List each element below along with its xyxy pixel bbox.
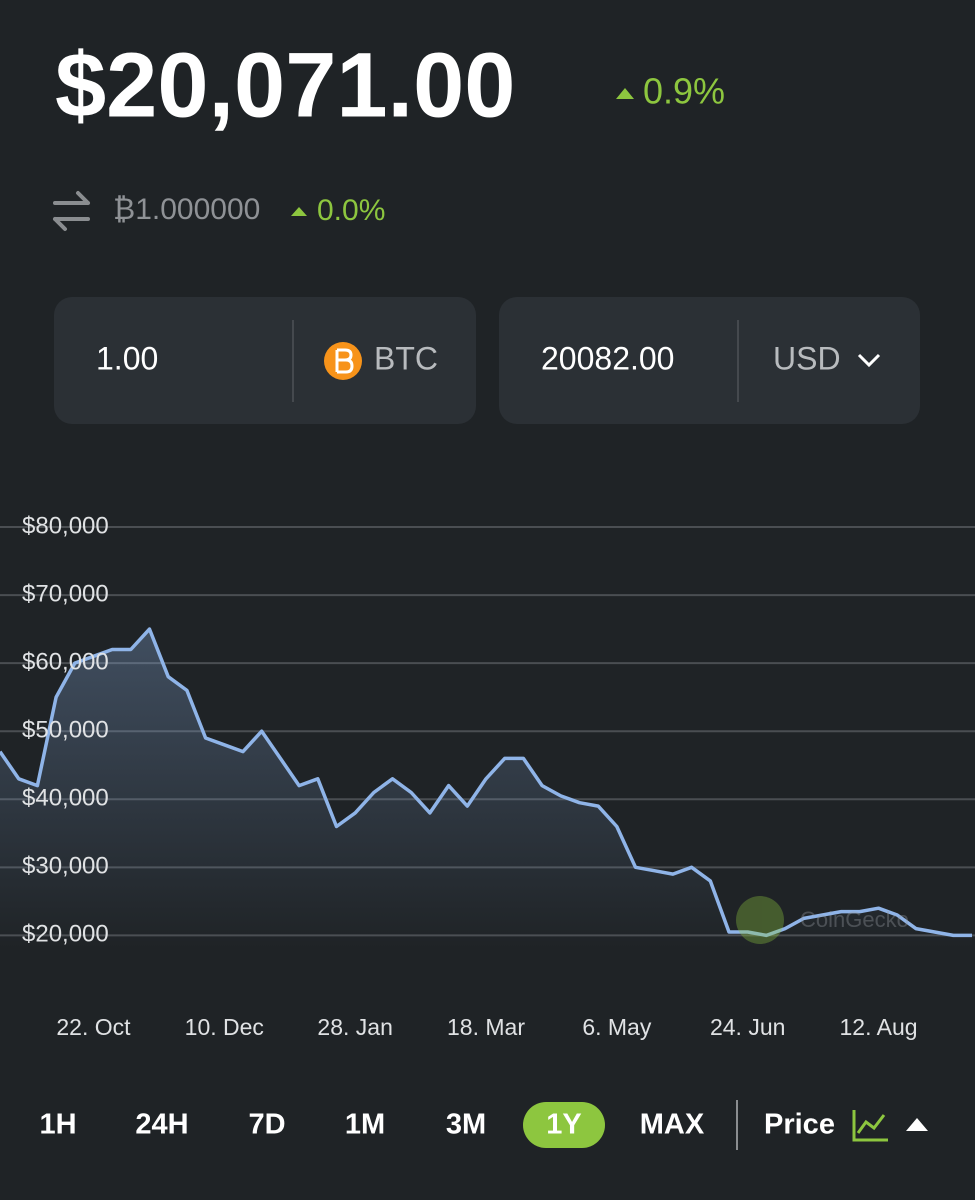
- y-tick-label: $40,000: [22, 785, 109, 812]
- price-line: [0, 627, 972, 938]
- watermark-logo: [736, 896, 784, 944]
- btc-change: 0.0%: [317, 194, 385, 227]
- watermark-text: CoinGecko: [800, 907, 909, 932]
- x-tick-label: 24. Jun: [710, 1014, 785, 1040]
- x-tick-label: 10. Dec: [185, 1014, 264, 1040]
- from-currency: BTC: [374, 340, 438, 376]
- y-tick-label: $80,000: [22, 512, 109, 539]
- chart: $20,000 $30,000 $40,000 $50,000 $60,000 $70,0…: [0, 512, 975, 1040]
- btc-icon-glyph: [335, 348, 354, 374]
- swap-icon: [53, 191, 90, 231]
- price: $20,071.00: [55, 34, 515, 136]
- y-tick-label: $60,000: [22, 648, 109, 675]
- range-button[interactable]: 3M: [446, 1109, 486, 1141]
- range-button-selected[interactable]: [523, 1102, 605, 1148]
- to-card[interactable]: [499, 297, 920, 424]
- x-tick-label: 12. Aug: [840, 1014, 918, 1040]
- x-tick-label: 6. May: [582, 1014, 652, 1040]
- x-tick-label: 28. Jan: [317, 1014, 392, 1040]
- x-tick-label: 18. Mar: [447, 1014, 525, 1040]
- area: [0, 629, 972, 949]
- range-button[interactable]: MAX: [640, 1109, 705, 1141]
- from-amount[interactable]: 1.00: [96, 340, 158, 376]
- range-bar: 1H 24H 7D 1M 3M 1Y MAX: [39, 1102, 705, 1148]
- dropdown-chevron[interactable]: [857, 353, 881, 368]
- btc-price: ₿1.000000: [113, 193, 260, 226]
- from-card[interactable]: [54, 297, 476, 424]
- range-button[interactable]: 24H: [135, 1109, 188, 1141]
- up-arrow: [291, 207, 307, 216]
- y-tick-label: $70,000: [22, 580, 109, 607]
- range-button[interactable]: 7D: [248, 1109, 285, 1141]
- to-currency[interactable]: USD: [773, 340, 841, 376]
- collapse-caret[interactable]: [906, 1118, 928, 1131]
- y-tick-label: $20,000: [22, 921, 109, 948]
- y-tick-label: $30,000: [22, 853, 109, 880]
- metric-label[interactable]: Price: [764, 1109, 835, 1141]
- price-change: 0.9%: [643, 71, 725, 112]
- x-tick-label: 22. Oct: [56, 1014, 131, 1040]
- y-tick-label: $50,000: [22, 717, 109, 744]
- watermark: CoinGecko: [736, 896, 909, 944]
- up-arrow: [616, 88, 634, 99]
- range-button[interactable]: 1Y: [546, 1109, 581, 1141]
- to-amount[interactable]: 20082.00: [541, 340, 674, 376]
- chart-type-icon[interactable]: [852, 1110, 888, 1142]
- range-button[interactable]: 1M: [345, 1109, 385, 1141]
- range-button[interactable]: 1H: [39, 1109, 76, 1141]
